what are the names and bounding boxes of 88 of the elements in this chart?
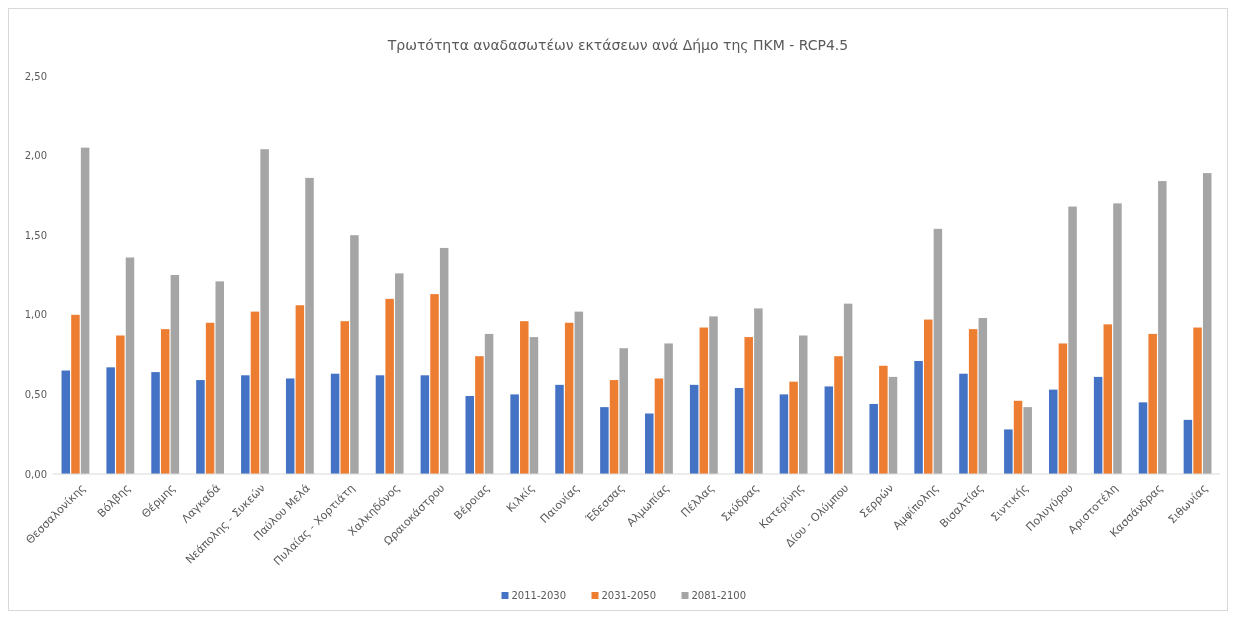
bar xyxy=(375,375,385,474)
bar xyxy=(1148,333,1157,474)
bar xyxy=(699,327,709,474)
bar xyxy=(564,322,574,474)
bar xyxy=(420,375,430,474)
bar xyxy=(609,380,619,474)
bar xyxy=(330,373,340,474)
bar xyxy=(205,322,215,474)
bar xyxy=(1093,376,1103,474)
bar xyxy=(260,149,269,474)
bar xyxy=(619,348,628,474)
bar xyxy=(61,370,71,474)
y-tick-label: 2,00 xyxy=(24,150,47,162)
bar xyxy=(654,378,664,474)
bar xyxy=(645,413,654,474)
bar xyxy=(933,228,943,474)
bar xyxy=(215,281,225,474)
y-tick-label: 1,00 xyxy=(24,309,47,321)
bar xyxy=(151,372,160,474)
legend-label: 2011-2030 xyxy=(511,590,567,601)
bar xyxy=(664,343,673,474)
bar xyxy=(1113,203,1122,474)
bar xyxy=(824,386,834,474)
bar xyxy=(1023,407,1032,474)
bar xyxy=(71,314,80,474)
bar xyxy=(1138,402,1148,474)
bar xyxy=(385,298,394,474)
bar xyxy=(754,308,763,474)
bar xyxy=(555,384,564,474)
bar xyxy=(799,335,808,474)
bar xyxy=(484,333,494,474)
legend-label: 2081-2100 xyxy=(691,590,747,601)
bar xyxy=(968,329,978,474)
bar xyxy=(1013,400,1023,474)
bar xyxy=(439,247,449,474)
bar xyxy=(160,329,170,474)
bar xyxy=(834,356,843,474)
bar xyxy=(1048,389,1058,474)
bar xyxy=(295,305,305,474)
bar xyxy=(116,335,125,474)
bar xyxy=(395,273,404,474)
bar xyxy=(529,337,539,474)
bar xyxy=(475,356,484,474)
bar xyxy=(196,380,205,474)
bar xyxy=(250,311,260,474)
bar xyxy=(1158,181,1167,474)
bar xyxy=(574,311,584,474)
bar xyxy=(465,395,474,474)
bar xyxy=(520,321,529,474)
bar xyxy=(125,257,135,474)
bar xyxy=(80,147,90,474)
bar xyxy=(914,360,923,474)
chart-title: Τρωτότητα αναδασωτέων εκτάσεων ανά Δήμο της ΠΚΜ - RCP4.5 xyxy=(386,37,849,53)
bar xyxy=(689,384,699,474)
bar xyxy=(1068,206,1077,474)
bar xyxy=(106,367,115,474)
bar xyxy=(1202,173,1212,474)
bar xyxy=(734,388,744,474)
bar xyxy=(1193,327,1202,474)
bar xyxy=(1058,343,1068,474)
bar xyxy=(789,381,798,474)
bar xyxy=(869,403,878,474)
bar xyxy=(709,316,718,474)
bar xyxy=(600,407,609,474)
bar xyxy=(1004,429,1013,474)
bar xyxy=(430,294,439,474)
bar xyxy=(879,365,888,474)
bar xyxy=(285,378,295,474)
bar xyxy=(350,235,359,474)
bar xyxy=(241,375,250,474)
y-tick-label: 2,50 xyxy=(24,70,47,82)
bar xyxy=(744,337,753,474)
legend-label: 2031-2050 xyxy=(601,590,657,601)
y-tick-label: 1,50 xyxy=(24,229,47,241)
y-tick-label: 0,50 xyxy=(24,388,47,400)
y-tick-label: 0,00 xyxy=(24,468,47,480)
bar xyxy=(924,319,933,474)
bar xyxy=(1183,419,1193,474)
bar xyxy=(843,303,853,474)
bar xyxy=(779,394,789,474)
bar xyxy=(305,177,314,474)
bar xyxy=(170,275,180,474)
bar xyxy=(978,317,988,474)
bar xyxy=(510,394,519,474)
bar xyxy=(959,373,968,474)
bar xyxy=(1103,324,1113,474)
bar xyxy=(888,376,898,474)
bar xyxy=(340,321,349,474)
